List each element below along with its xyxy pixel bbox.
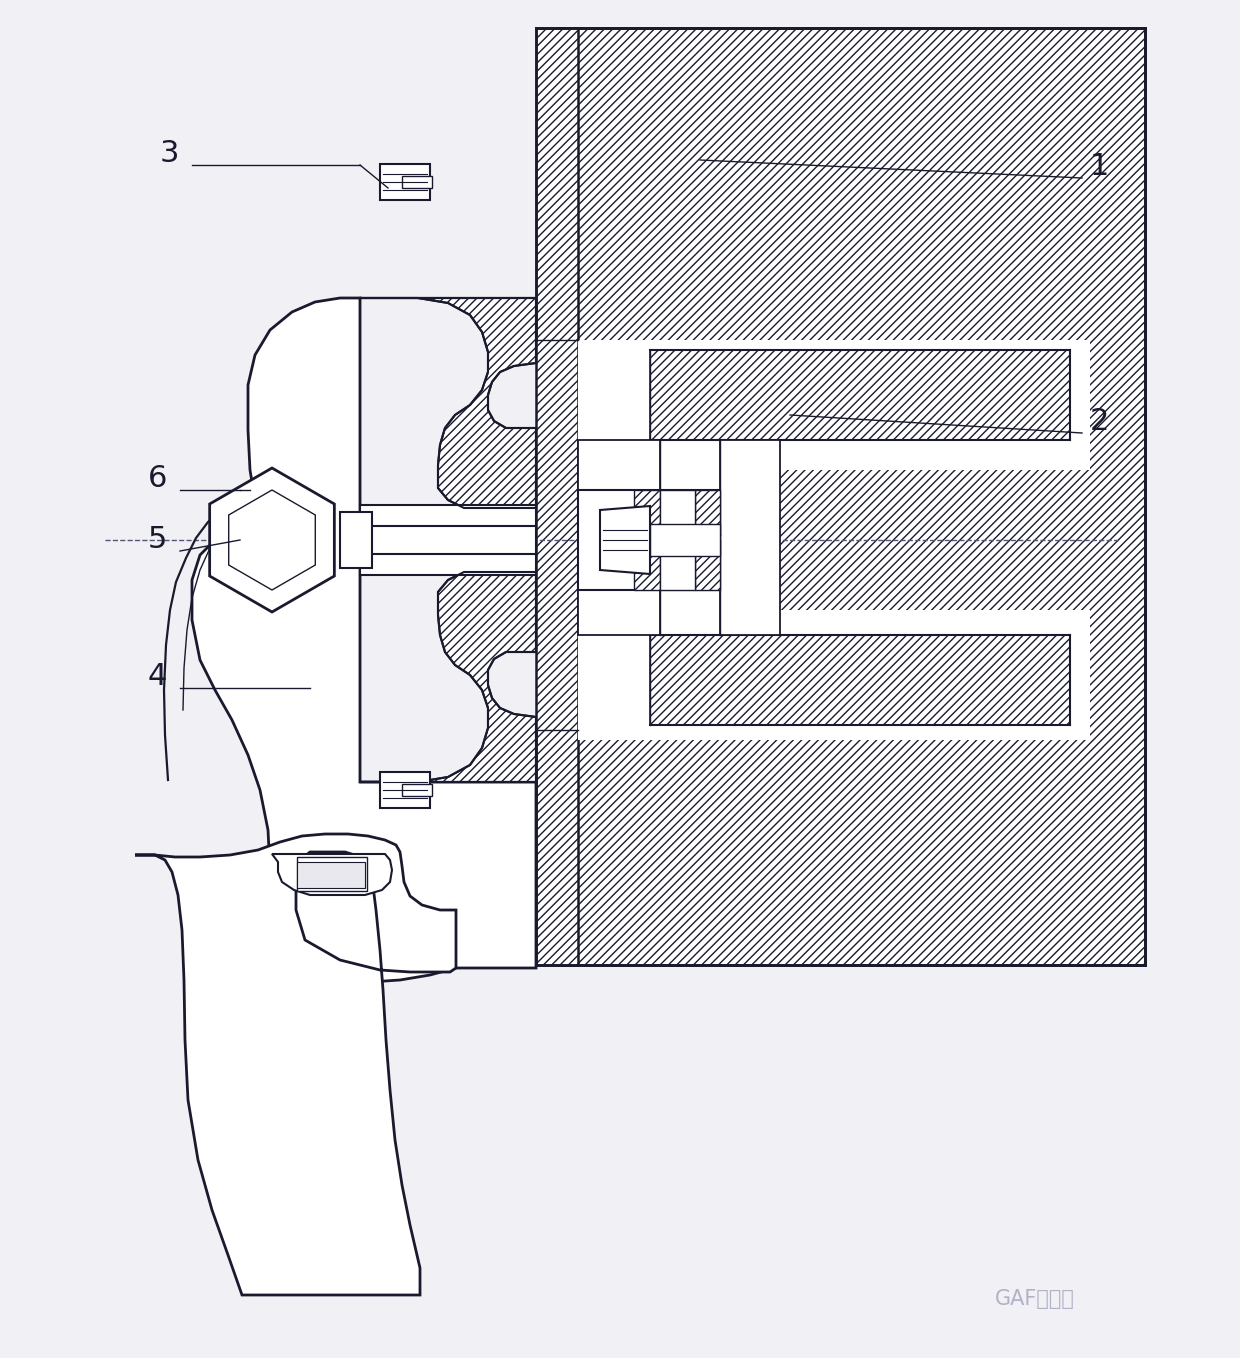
Polygon shape — [272, 854, 392, 895]
Polygon shape — [578, 610, 1090, 740]
Polygon shape — [343, 526, 536, 554]
Bar — [298, 862, 365, 888]
Polygon shape — [135, 834, 456, 1296]
Polygon shape — [650, 350, 1070, 440]
Bar — [379, 771, 430, 808]
Polygon shape — [650, 524, 720, 555]
Polygon shape — [210, 469, 335, 612]
Polygon shape — [340, 512, 372, 568]
Polygon shape — [578, 340, 1090, 470]
Polygon shape — [360, 505, 536, 574]
Text: 5: 5 — [148, 526, 167, 554]
Polygon shape — [578, 440, 780, 636]
Polygon shape — [650, 636, 1070, 725]
Polygon shape — [694, 490, 720, 589]
Polygon shape — [558, 29, 1145, 966]
Text: 6: 6 — [148, 464, 167, 493]
Bar — [379, 164, 430, 200]
Text: 3: 3 — [160, 139, 180, 168]
Polygon shape — [634, 490, 660, 589]
Bar — [298, 857, 367, 891]
Text: 4: 4 — [148, 661, 167, 691]
Polygon shape — [578, 490, 720, 589]
Polygon shape — [578, 470, 780, 610]
Text: GAF螺丝君: GAF螺丝君 — [994, 1289, 1075, 1309]
Text: 2: 2 — [1090, 407, 1110, 436]
Polygon shape — [360, 297, 536, 508]
Polygon shape — [228, 490, 315, 589]
Polygon shape — [360, 572, 536, 782]
Text: 1: 1 — [1090, 152, 1110, 181]
Bar — [402, 177, 432, 187]
Bar — [402, 784, 432, 796]
Polygon shape — [536, 29, 578, 966]
Polygon shape — [600, 507, 650, 574]
Polygon shape — [192, 297, 536, 982]
Polygon shape — [660, 490, 694, 589]
